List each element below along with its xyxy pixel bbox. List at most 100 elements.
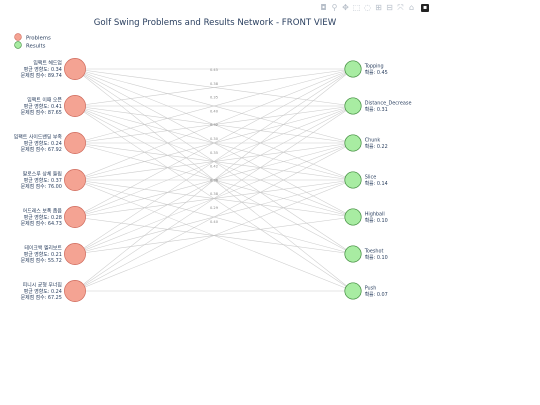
problem-node-marker — [64, 206, 86, 228]
problem-node-label: 문제점 점수: 89.74 — [21, 72, 62, 79]
problem-node-label: 평균 영향도: 0.41 — [24, 103, 62, 110]
legend[interactable]: Problems Results — [14, 33, 51, 50]
plotly-logo-icon[interactable]: ▪ — [421, 3, 429, 12]
edge-label: 0.35 — [210, 151, 218, 155]
problem-node-label: 평균 영향도: 0.34 — [24, 66, 62, 73]
autoscale-icon[interactable]: ⤧ — [397, 3, 404, 12]
lasso-select-icon[interactable]: ◌ — [364, 3, 371, 12]
edge-label: 0.36 — [210, 178, 219, 182]
problem-node-label: 팔로스루 상체 들림 — [23, 171, 62, 178]
reset-axes-icon[interactable]: ⌂ — [408, 3, 415, 12]
result-node-marker — [344, 245, 362, 263]
problem-node-marker — [64, 243, 86, 265]
problem-node-label: 문제점 점수: 67.92 — [21, 146, 62, 153]
edge-label: 0.40 — [210, 220, 219, 224]
result-node-label: Chunk — [365, 138, 381, 144]
edge-label: 0.30 — [210, 137, 219, 141]
edge-2-0 — [74, 68, 354, 144]
problem-node-marker — [64, 95, 86, 117]
result-node-label: 확률: 0.10 — [365, 217, 388, 224]
problem-node-marker — [64, 132, 86, 154]
edge-label: 0.38 — [210, 82, 219, 86]
problem-node-label: 문제점 점수: 76.00 — [21, 183, 62, 190]
problem-node-marker — [64, 280, 86, 302]
result-node-label: Push — [365, 286, 377, 292]
legend-label-problems: Problems — [26, 36, 51, 42]
problem-node-label: 평균 영향도: 0.37 — [24, 177, 62, 184]
problem-node-marker — [64, 58, 86, 80]
legend-label-results: Results — [26, 44, 46, 50]
edge-labels: 0.45 0.38 0.35 0.40 0.32 0.30 0.35 0.42 0.36 0.38… — [210, 68, 219, 224]
edge-label: 0.40 — [210, 109, 219, 113]
problem-node-label: 평균 영향도: 0.21 — [24, 251, 62, 258]
edges — [74, 68, 354, 292]
problem-node-label: 문제점 점수: 87.65 — [21, 109, 62, 116]
result-node-label: Topping — [364, 64, 384, 70]
result-node-label: 확률: 0.31 — [365, 106, 388, 113]
problem-node-marker — [64, 169, 86, 191]
problem-node-label: 문제점 점수: 64.73 — [21, 220, 62, 227]
result-node-marker — [344, 208, 362, 226]
chart-title: Golf Swing Problems and Results Network … — [94, 18, 337, 28]
problem-node-label: 어드레스 보폭 좁음 — [23, 208, 63, 215]
edge-5-0 — [74, 68, 354, 255]
result-node-label: Highball — [365, 212, 385, 218]
edge-label: 0.42 — [210, 165, 218, 169]
zoom-out-icon[interactable]: ⊟ — [386, 3, 393, 12]
edge-6-1 — [74, 105, 354, 292]
edge-1-0 — [74, 68, 354, 107]
result-node-label: 확률: 0.07 — [365, 291, 388, 298]
problem-node-label: 문제점 점수: 67.25 — [21, 294, 62, 301]
modebar: ◘ ⚲ ✥ ⬚ ◌ ⊞ ⊟ ⤧ ⌂ ▪ — [319, 3, 429, 12]
zoom-in-icon[interactable]: ⊞ — [375, 3, 382, 12]
zoom-icon[interactable]: ⚲ — [331, 3, 338, 12]
edge-6-3 — [74, 179, 354, 292]
edge-6-2 — [74, 142, 354, 292]
problem-node-label: 테이크백 엘리보트 — [24, 245, 62, 252]
result-node-marker — [344, 97, 362, 115]
camera-icon[interactable]: ◘ — [320, 3, 327, 12]
problem-node-label: 임팩트 이때 오픈 — [27, 97, 62, 104]
result-node-label: 확률: 0.22 — [365, 143, 388, 150]
problem-node-label: 문제점 점수: 55.72 — [21, 257, 62, 264]
problem-node-label: 평균 영향도: 0.28 — [24, 214, 62, 221]
pan-icon[interactable]: ✥ — [342, 3, 349, 12]
edge-6-0 — [74, 68, 354, 292]
result-node-label: Distance_Decrease — [365, 101, 412, 107]
legend-marker-problems — [14, 33, 22, 41]
result-node-marker — [344, 134, 362, 152]
edge-3-0 — [74, 68, 354, 181]
result-node-marker — [344, 282, 362, 300]
edge-label: 0.45 — [210, 68, 218, 72]
result-node-label: 확률: 0.14 — [365, 180, 388, 187]
edge-label: 0.38 — [210, 192, 219, 196]
problem-node-label: 평균 영향도: 0.24 — [24, 140, 62, 147]
result-node-marker — [344, 60, 362, 78]
problem-node-label: 임팩트 사이드밴딩 부족 — [14, 134, 63, 141]
edge-label: 0.32 — [210, 123, 218, 127]
result-node-label: 확률: 0.45 — [365, 69, 388, 76]
edge-label: 0.35 — [210, 96, 218, 100]
problem-node-label: 피니시 균형 무너짐 — [23, 282, 62, 289]
result-node-label: Slice — [365, 175, 377, 181]
box-select-icon[interactable]: ⬚ — [352, 3, 361, 12]
result-node-marker — [344, 171, 362, 189]
problem-node-label: 임팩트 헤드업 — [33, 60, 62, 67]
